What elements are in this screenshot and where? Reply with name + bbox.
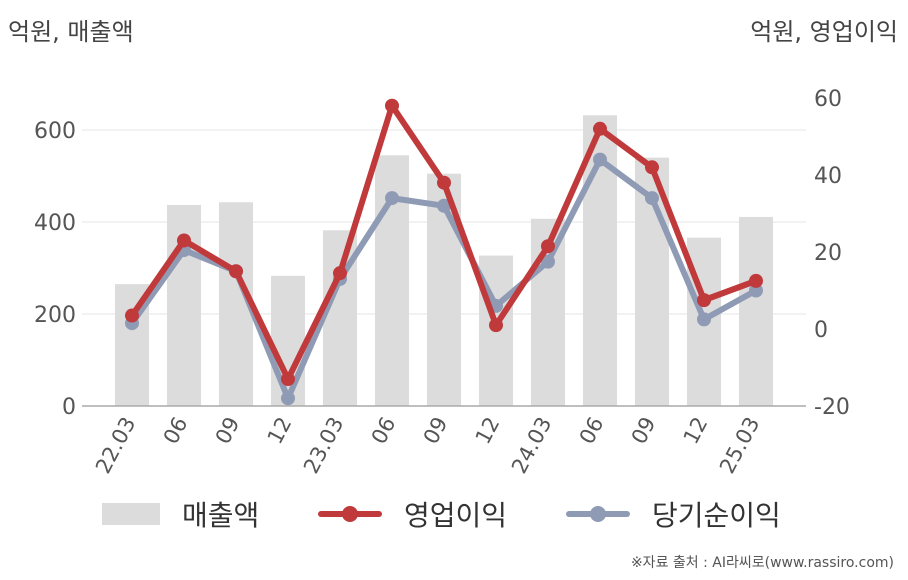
- source-credit: ※자료 출처 : AI라씨로(www.rassiro.com): [630, 555, 894, 571]
- legend-label-revenue: 매출액: [182, 499, 260, 532]
- legend-swatch-net-line: [566, 503, 630, 525]
- y-left-tick-label: 0: [62, 395, 76, 420]
- point-net-income: [645, 191, 659, 206]
- point-operating-profit: [645, 160, 659, 175]
- x-tick-label: 12: [471, 413, 505, 448]
- point-operating-profit: [281, 372, 295, 387]
- legend-item-operating-profit: 영업이익: [318, 492, 507, 536]
- point-operating-profit: [177, 233, 191, 248]
- x-tick-label: 06: [575, 413, 609, 448]
- y-left-tick-label: 600: [34, 119, 76, 144]
- point-operating-profit: [541, 239, 555, 254]
- legend-swatch-bar: [102, 503, 160, 525]
- legend-item-revenue: 매출액: [102, 492, 259, 536]
- legend-label-net-income: 당기순이익: [652, 499, 781, 532]
- point-net-income: [281, 391, 295, 406]
- left-axis-unit: 억원, 매출액: [8, 18, 134, 46]
- point-operating-profit: [593, 121, 607, 136]
- x-tick-label: 09: [627, 413, 661, 448]
- x-tick-label: 09: [211, 413, 245, 448]
- y-left-tick-label: 200: [34, 303, 76, 328]
- point-operating-profit: [229, 264, 243, 279]
- x-tick-label: 22.03: [91, 413, 140, 477]
- y-right-tick-label: 0: [814, 318, 828, 343]
- point-net-income: [437, 198, 451, 213]
- legend: 매출액 영업이익 당기순이익: [0, 492, 908, 536]
- x-tick-label: 06: [159, 413, 193, 448]
- point-operating-profit: [437, 175, 451, 190]
- x-tick-label: 23.03: [299, 413, 348, 477]
- x-tick-label: 12: [679, 413, 713, 448]
- point-net-income: [593, 152, 607, 167]
- point-net-income: [697, 312, 711, 327]
- bar-revenue: [739, 216, 773, 406]
- point-operating-profit: [125, 308, 139, 323]
- legend-label-operating-profit: 영업이익: [404, 499, 508, 532]
- point-net-income: [541, 254, 555, 269]
- y-right-tick-label: 60: [814, 87, 842, 112]
- x-tick-label: 25.03: [715, 413, 764, 477]
- point-operating-profit: [749, 273, 763, 288]
- legend-item-net-income: 당기순이익: [566, 492, 781, 536]
- bar-revenue: [271, 275, 305, 406]
- right-axis-unit: 억원, 영업이익: [750, 18, 898, 46]
- point-operating-profit: [333, 266, 347, 281]
- y-right-tick-label: -20: [814, 395, 850, 420]
- legend-swatch-operating-line: [318, 503, 382, 525]
- x-tick-label: 24.03: [507, 413, 556, 477]
- point-net-income: [749, 283, 763, 298]
- y-right-tick-label: 40: [814, 164, 842, 189]
- x-tick-label: 12: [263, 413, 297, 448]
- x-tick-label: 06: [367, 413, 401, 448]
- point-operating-profit: [489, 318, 503, 333]
- point-operating-profit: [697, 293, 711, 308]
- point-operating-profit: [385, 98, 399, 113]
- y-right-tick-label: 20: [814, 241, 842, 266]
- y-left-tick-label: 400: [34, 211, 76, 236]
- x-tick-label: 09: [419, 413, 453, 448]
- point-net-income: [385, 191, 399, 206]
